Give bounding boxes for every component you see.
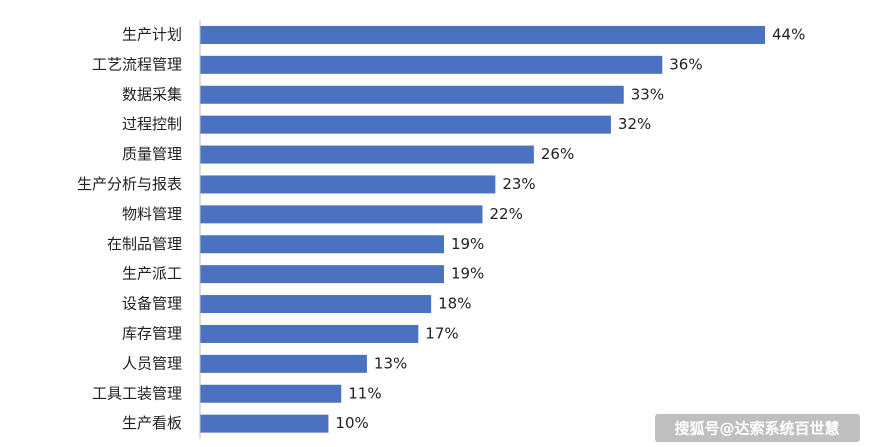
category-label: 生产分析与报表 <box>77 175 182 193</box>
bar <box>200 235 444 254</box>
value-label: 13% <box>374 354 407 372</box>
category-label: 设备管理 <box>122 295 182 313</box>
value-label: 19% <box>451 235 484 253</box>
category-label: 质量管理 <box>122 145 182 163</box>
bar <box>200 175 496 194</box>
value-label: 19% <box>451 265 484 283</box>
bar <box>200 25 765 44</box>
category-label: 在制品管理 <box>107 235 182 253</box>
category-label: 工具工装管理 <box>92 384 182 402</box>
category-label: 库存管理 <box>122 324 182 342</box>
value-label: 10% <box>335 414 368 432</box>
bar <box>200 115 611 134</box>
value-label: 33% <box>631 85 664 103</box>
bar <box>200 384 342 403</box>
bar <box>200 295 432 314</box>
category-label: 数据采集 <box>122 85 182 103</box>
category-label: 生产看板 <box>122 414 182 432</box>
value-label: 11% <box>348 384 381 402</box>
category-label: 生产派工 <box>122 265 182 283</box>
value-label: 22% <box>490 205 523 223</box>
category-label: 工艺流程管理 <box>92 55 182 73</box>
value-label: 36% <box>669 55 702 73</box>
value-label: 23% <box>502 175 535 193</box>
bar <box>200 414 329 433</box>
category-label: 过程控制 <box>122 115 182 133</box>
value-label: 18% <box>438 295 471 313</box>
bar <box>200 205 483 224</box>
value-label: 17% <box>425 324 458 342</box>
value-label: 26% <box>541 145 574 163</box>
bar <box>200 324 419 343</box>
watermark-bg <box>655 414 860 442</box>
category-label: 生产计划 <box>122 25 182 43</box>
category-label: 物料管理 <box>122 205 182 223</box>
value-label: 32% <box>618 115 651 133</box>
bar <box>200 265 444 284</box>
bar <box>200 55 663 74</box>
bar <box>200 354 367 373</box>
bar <box>200 85 624 104</box>
category-label: 人员管理 <box>122 354 182 372</box>
value-label: 44% <box>772 25 805 43</box>
bar <box>200 145 534 164</box>
watermark: 搜狐号@达索系统百世慧 <box>674 420 839 438</box>
